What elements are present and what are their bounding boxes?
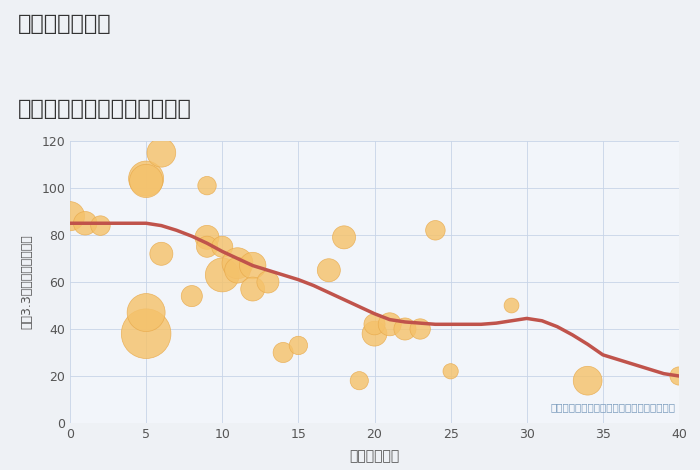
X-axis label: 築年数（年）: 築年数（年）: [349, 449, 400, 463]
Point: [293, 342, 304, 349]
Point: [277, 349, 289, 356]
Point: [217, 271, 228, 279]
Point: [141, 309, 152, 316]
Point: [247, 285, 258, 293]
Text: 三重県伊賀市瀧: 三重県伊賀市瀧: [18, 14, 111, 34]
Text: 築年数別中古マンション価格: 築年数別中古マンション価格: [18, 99, 191, 119]
Point: [232, 266, 243, 274]
Text: 円の大きさは、取引のあった物件面積を示す: 円の大きさは、取引のあった物件面積を示す: [551, 402, 676, 412]
Y-axis label: 坪（3.3㎡）単価（万円）: 坪（3.3㎡）単価（万円）: [20, 235, 33, 329]
Point: [339, 234, 350, 241]
Point: [262, 278, 274, 286]
Point: [141, 175, 152, 182]
Point: [399, 325, 410, 333]
Point: [202, 234, 213, 241]
Point: [582, 377, 594, 384]
Point: [141, 177, 152, 185]
Point: [95, 222, 106, 229]
Point: [202, 243, 213, 251]
Point: [247, 262, 258, 269]
Point: [445, 368, 456, 375]
Point: [217, 243, 228, 251]
Point: [141, 330, 152, 337]
Point: [64, 212, 76, 220]
Point: [202, 182, 213, 189]
Point: [156, 250, 167, 258]
Point: [323, 266, 335, 274]
Point: [369, 330, 380, 337]
Point: [354, 377, 365, 384]
Point: [369, 321, 380, 328]
Point: [232, 259, 243, 267]
Point: [80, 219, 91, 227]
Point: [414, 325, 426, 333]
Point: [186, 292, 197, 300]
Point: [506, 302, 517, 309]
Point: [156, 149, 167, 157]
Point: [384, 321, 395, 328]
Point: [673, 372, 685, 380]
Point: [430, 227, 441, 234]
